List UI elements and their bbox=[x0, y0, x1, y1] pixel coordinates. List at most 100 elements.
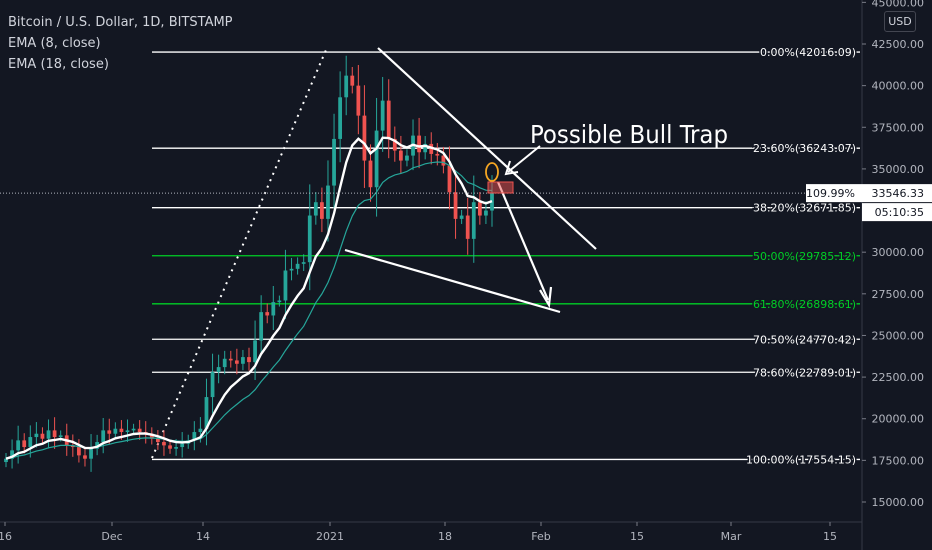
candle-up bbox=[180, 443, 185, 448]
candle-up bbox=[380, 100, 385, 131]
candle-up bbox=[204, 397, 209, 429]
time-tick-label: Dec bbox=[101, 530, 122, 543]
candle-down bbox=[228, 358, 233, 361]
time-tick-label: 15 bbox=[630, 530, 644, 543]
candle-down bbox=[77, 447, 81, 456]
price-tick-label: 17500.00 bbox=[872, 454, 925, 467]
price-tick-label: 20000.00 bbox=[872, 413, 925, 426]
candle-up bbox=[338, 97, 343, 139]
candle-up bbox=[192, 432, 197, 441]
candle-down bbox=[107, 430, 112, 434]
candle-up bbox=[313, 202, 318, 216]
candle-down bbox=[477, 202, 482, 216]
candle-up bbox=[484, 210, 488, 216]
ema-fast-legend[interactable]: EMA (8, close) bbox=[8, 36, 101, 51]
price-tick-label: 15000.00 bbox=[872, 496, 925, 509]
candle-down bbox=[162, 442, 166, 446]
candle-down bbox=[368, 160, 373, 188]
price-tick-label: 45000.00 bbox=[872, 0, 925, 9]
candle-down bbox=[398, 150, 403, 161]
ema-slow-line bbox=[5, 161, 493, 460]
candle-up bbox=[16, 440, 21, 451]
candle-up bbox=[471, 202, 476, 239]
price-tick-label: 42500.00 bbox=[872, 38, 925, 51]
symbol-title[interactable]: Bitcoin / U.S. Dollar, 1D, BITSTAMP bbox=[8, 15, 233, 30]
change-label-box bbox=[806, 184, 862, 203]
candle-up bbox=[283, 270, 288, 301]
candle-up bbox=[4, 458, 8, 463]
candle-up bbox=[374, 130, 379, 188]
fib-level-label: 100.00%(17554.15) bbox=[746, 453, 856, 466]
annotation-arrowhead bbox=[504, 160, 519, 176]
candle-up bbox=[95, 442, 100, 449]
ema-fast-line bbox=[5, 136, 493, 460]
candle-down bbox=[247, 357, 251, 363]
current-price-label: 33546.33 bbox=[872, 187, 925, 200]
candle-down bbox=[234, 360, 239, 364]
ema-slow-legend[interactable]: EMA (18, close) bbox=[8, 57, 109, 72]
candle-up bbox=[259, 312, 264, 341]
candle-up bbox=[289, 268, 294, 271]
candle-down bbox=[465, 215, 470, 239]
candle-up bbox=[131, 428, 136, 431]
fib-level-label: 50.00%(29785.12) bbox=[753, 250, 856, 263]
candle-down bbox=[447, 165, 452, 193]
price-tick-label: 40000.00 bbox=[872, 80, 925, 93]
candle-up bbox=[10, 450, 14, 459]
candles bbox=[4, 55, 494, 472]
candle-up bbox=[89, 448, 93, 459]
bull-trap-marker bbox=[485, 162, 499, 182]
price-tick-label: 30000.00 bbox=[872, 246, 925, 259]
candle-up bbox=[301, 262, 306, 264]
candle-up bbox=[277, 300, 282, 303]
time-tick-label: 18 bbox=[438, 530, 452, 543]
candle-down bbox=[265, 312, 270, 316]
chart-legend: Bitcoin / U.S. Dollar, 1D, BITSTAMP EMA … bbox=[8, 12, 233, 75]
fib-level-label: 70.50%(24770.42) bbox=[753, 333, 856, 346]
candle-down bbox=[155, 438, 160, 443]
candle-up bbox=[198, 428, 203, 433]
time-tick-label: 14 bbox=[196, 530, 210, 543]
annotation-text: Possible Bull Trap bbox=[530, 120, 728, 149]
candle-up bbox=[332, 138, 336, 186]
candle-up bbox=[271, 302, 276, 316]
annotation-arrow-line bbox=[507, 145, 541, 173]
candle-up bbox=[344, 75, 349, 98]
candle-down bbox=[22, 440, 27, 448]
projection-arrow-line bbox=[496, 181, 550, 301]
candle-up bbox=[174, 447, 178, 449]
candle-down bbox=[417, 135, 421, 153]
candle-up bbox=[101, 430, 106, 443]
candle-down bbox=[149, 433, 154, 439]
candle-up bbox=[216, 367, 221, 373]
candle-up bbox=[125, 430, 130, 433]
candle-up bbox=[58, 435, 63, 438]
candle-down bbox=[52, 430, 57, 438]
price-tick-label: 37500.00 bbox=[872, 121, 925, 134]
candle-up bbox=[307, 215, 312, 263]
candle-down bbox=[168, 445, 172, 449]
candle-up bbox=[326, 185, 330, 219]
price-tick-label: 27500.00 bbox=[872, 288, 925, 301]
candle-down bbox=[435, 153, 440, 156]
fib-level-label: 61.80%(26898.61) bbox=[753, 298, 856, 311]
candle-up bbox=[253, 340, 257, 363]
fib-level-label: 23.60%(36243.07) bbox=[753, 142, 856, 155]
candle-up bbox=[210, 372, 215, 398]
candle-down bbox=[441, 155, 446, 166]
candle-up bbox=[28, 437, 33, 448]
price-tick-label: 35000.00 bbox=[872, 163, 925, 176]
currency-button[interactable]: USD bbox=[884, 11, 916, 32]
candle-up bbox=[34, 433, 39, 438]
price-tick-label: 22500.00 bbox=[872, 371, 925, 384]
candle-up bbox=[405, 155, 409, 161]
candle-up bbox=[113, 428, 118, 434]
time-tick-label: Mar bbox=[721, 530, 742, 543]
candle-up bbox=[295, 263, 300, 269]
change-label: 109.99% bbox=[806, 187, 855, 200]
time-tick-label: 15 bbox=[823, 530, 837, 543]
price-tick-label: 25000.00 bbox=[872, 329, 925, 342]
candle-up bbox=[241, 357, 245, 364]
upper-wedge-line bbox=[377, 47, 597, 250]
